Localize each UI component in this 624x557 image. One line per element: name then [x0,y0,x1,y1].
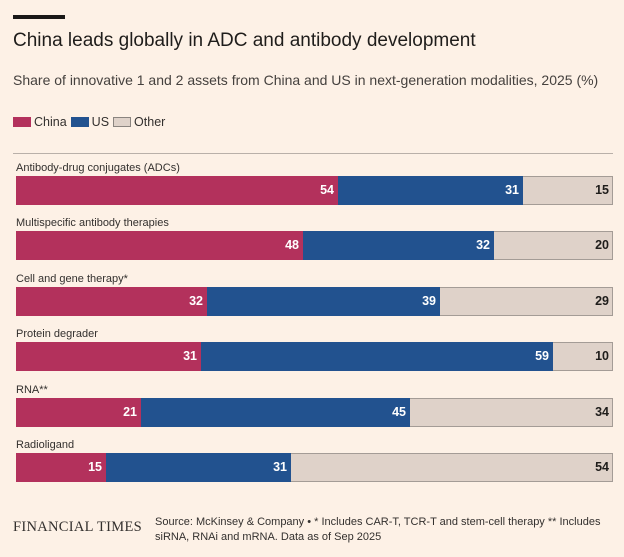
bar-segment-other [291,453,613,482]
legend-swatch-us [70,117,89,127]
data-label-us: 39 [422,294,436,308]
chart-title: China leads globally in ADC and antibody… [13,30,476,51]
bar-segment-us [201,342,553,371]
category-label: Radioligand [16,439,75,451]
legend-item-other: Other [113,115,165,129]
data-label-other: 54 [595,460,609,474]
data-label-other: 10 [595,349,609,363]
legend-item-china: China [13,115,67,129]
data-label-other: 15 [595,183,609,197]
bar-segment-us [106,453,291,482]
bar-segment-other [523,176,613,205]
bar-segment-us [207,287,440,316]
data-label-us: 31 [505,183,519,197]
category-label: RNA** [16,384,48,396]
data-label-other: 20 [595,238,609,252]
bar-segment-china [16,176,338,205]
data-label-china: 54 [320,183,334,197]
data-label-china: 32 [189,294,203,308]
bar-segment-china [16,287,207,316]
bar-segment-other [410,398,613,427]
legend-label-us: US [91,115,110,129]
legend: China US Other [13,115,169,129]
data-label-china: 48 [285,238,299,252]
data-label-us: 31 [273,460,287,474]
data-label-other: 29 [595,294,609,308]
legend-item-us: US [70,115,110,129]
data-label-china: 15 [88,460,102,474]
ft-logo: FINANCIAL TIMES [13,519,142,535]
legend-label-other: Other [134,115,166,129]
data-label-us: 32 [476,238,490,252]
bar-segment-us [303,231,494,260]
bar-segment-other [553,342,613,371]
category-label: Multispecific antibody therapies [16,217,169,229]
bar-segment-other [494,231,613,260]
chart-top-rule [13,153,613,154]
legend-swatch-china [13,117,31,127]
data-label-us: 45 [392,405,406,419]
category-label: Antibody-drug conjugates (ADCs) [16,162,180,174]
bar-segment-us [338,176,523,205]
bar-segment-china [16,453,106,482]
bar-segment-other [440,287,613,316]
bar-segment-china [16,231,303,260]
legend-swatch-other [113,117,132,127]
chart-subtitle: Share of innovative 1 and 2 assets from … [13,72,599,88]
data-label-china: 21 [123,405,137,419]
category-label: Protein degrader [16,328,98,340]
bar-segment-china [16,342,201,371]
header-rule [13,15,65,19]
category-label: Cell and gene therapy* [16,273,128,285]
legend-label-china: China [34,115,67,129]
data-label-china: 31 [183,349,197,363]
data-label-us: 59 [535,349,549,363]
bar-segment-us [141,398,410,427]
bar-segment-china [16,398,141,427]
source-note: Source: McKinsey & Company • * Includes … [155,516,601,543]
data-label-other: 34 [595,405,609,419]
